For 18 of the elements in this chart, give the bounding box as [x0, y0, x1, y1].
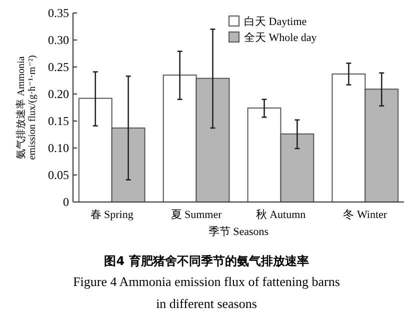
y-tick-label: 0.35 [48, 6, 69, 20]
y-axis-title: 氨气排放速率 Ammonia emission flux/(g·h⁻¹·m⁻²) [15, 55, 38, 160]
y-tick-label: 0.20 [48, 87, 69, 102]
legend-label: 白天 Daytime [244, 16, 307, 28]
y-tick-label: 0.25 [48, 60, 69, 74]
text: Figure 4 Ammonia emission flux of fattening barns in different seasons [73, 274, 340, 311]
legend-label: 全天 Whole day [244, 32, 318, 44]
text: 图4 育肥猪舍不同季节的氨气排放速率 [104, 254, 309, 268]
x-tick-label: 秋 Autumn [256, 209, 306, 221]
y-tick-label: 0.30 [48, 33, 69, 48]
y-tick-label: 0.15 [48, 114, 69, 128]
y-tick-label: 0 [63, 195, 69, 210]
y-tick-label: 0.05 [48, 168, 69, 182]
x-axis-title: 季节 Seasons [208, 225, 269, 238]
x-tick-label: 冬 Winter [343, 209, 388, 221]
x-tick-label: 夏 Summer [170, 209, 222, 221]
y-tick-label: 0.10 [48, 141, 69, 156]
x-tick-label: 春 Spring [90, 209, 134, 221]
